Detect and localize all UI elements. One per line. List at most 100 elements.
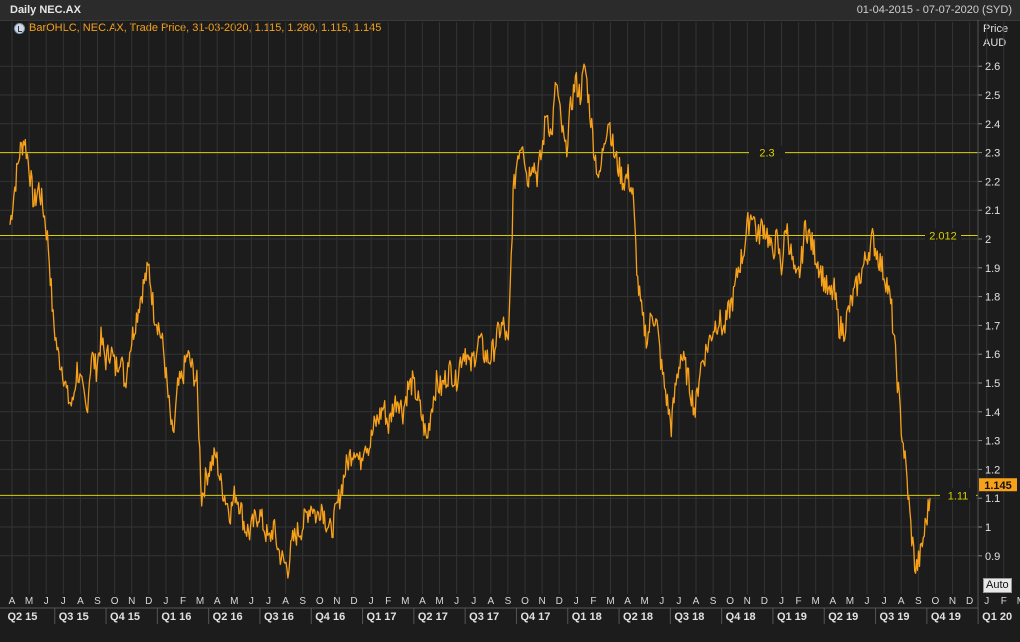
month-tick-label: M (812, 596, 820, 607)
month-tick-label: A (693, 596, 700, 607)
y-tick-label: 1.7 (985, 320, 1000, 332)
quarter-axis: Q2 15 Q3 15 Q4 15 Q1 16 Q2 16 Q3 16 Q4 16 Q1 17… (7, 608, 1012, 624)
month-tick-label: M (230, 596, 238, 607)
month-tick-label: D (761, 596, 768, 607)
level-lines: 2.3 2.012 1.11 (0, 145, 978, 502)
month-tick-label: A (829, 596, 836, 607)
month-tick-label: M (25, 596, 33, 607)
month-tick-label: J (266, 596, 271, 607)
level-label-bg (925, 228, 961, 242)
month-tick-label: S (505, 596, 512, 607)
y-tick-label: 1.3 (985, 436, 1000, 448)
month-tick-label: A (419, 596, 426, 607)
quarter-tick-label: Q4 17 (520, 611, 550, 623)
month-tick-label: O (316, 596, 324, 607)
quarter-tick-label: Q2 19 (828, 611, 858, 623)
y-axis-unit-line2: AUD (983, 37, 1007, 49)
quarter-tick-label: Q1 18 (572, 611, 602, 623)
quarter-tick-label: Q4 16 (315, 611, 345, 623)
month-tick-label: J (676, 596, 681, 607)
month-tick-label: N (744, 596, 751, 607)
y-tick-label: 2.5 (985, 90, 1000, 102)
series-legend[interactable]: BarOHLC, NEC.AX, Trade Price, 31-03-2020… (14, 22, 381, 34)
month-tick-label: J (779, 596, 784, 607)
month-tick-label: J (659, 596, 664, 607)
y-tick-label: 2.6 (985, 61, 1000, 73)
quarter-tick-label: Q3 17 (469, 611, 499, 623)
auto-scale-button[interactable]: Auto (983, 578, 1012, 593)
month-tick-label: N (538, 596, 545, 607)
title-bar: Daily NEC.AX 01-04-2015 - 07-07-2020 (SY… (0, 0, 1020, 21)
level-label-bg (749, 145, 785, 159)
quarter-tick-label: Q1 19 (777, 611, 807, 623)
month-tick-label: F (1001, 596, 1007, 607)
month-tick-label: N (128, 596, 135, 607)
level-label-bg (940, 488, 976, 502)
month-tick-label: J (574, 596, 579, 607)
horizontal-grid (0, 65, 978, 557)
series-settings-icon[interactable] (14, 22, 25, 34)
y-tick-label: 1.2 (985, 464, 1000, 476)
price-series-line (9, 63, 931, 579)
month-tick-label: F (796, 596, 802, 607)
y-tick-label: 1.5 (985, 378, 1000, 390)
month-tick-label: O (111, 596, 119, 607)
month-tick-label: D (966, 596, 973, 607)
chart-title: Daily NEC.AX (10, 4, 81, 16)
last-price-badge-bg (979, 478, 1017, 492)
series-legend-text: BarOHLC, NEC.AX, Trade Price, 31-03-2020… (29, 22, 382, 34)
level-label: 2.012 (929, 231, 957, 243)
quarter-tick-label: Q2 15 (7, 611, 37, 623)
month-tick-label: O (726, 596, 734, 607)
quarter-tick-label: Q2 17 (418, 611, 448, 623)
quarter-tick-label: Q3 15 (59, 611, 89, 623)
month-tick-label: M (641, 596, 649, 607)
month-tick-label: J (249, 596, 254, 607)
month-tick-label: A (77, 596, 84, 607)
y-tick-label: 2.2 (985, 176, 1000, 188)
y-tick-label: 2.3 (985, 148, 1000, 160)
y-tick-label: 0.9 (985, 551, 1000, 563)
quarter-tick-label: Q2 16 (213, 611, 243, 623)
month-tick-label: D (145, 596, 152, 607)
month-tick-label: D (556, 596, 563, 607)
month-tick-label: J (471, 596, 476, 607)
last-price-badge: 1.145 (979, 478, 1017, 492)
month-tick-label: M (1017, 596, 1020, 607)
month-tick-label: N (333, 596, 340, 607)
y-tick-label: 2 (985, 234, 991, 246)
quarter-tick-label: Q3 18 (674, 611, 704, 623)
month-tick-label: F (590, 596, 596, 607)
month-tick-label: J (454, 596, 459, 607)
y-tick-label: 1.8 (985, 292, 1000, 304)
y-axis-unit-line1: Price (983, 23, 1009, 35)
month-tick-label: F (385, 596, 391, 607)
quarter-tick-label: Q4 15 (110, 611, 140, 623)
month-tick-label: M (401, 596, 409, 607)
month-tick-label: F (180, 596, 186, 607)
month-tick-label: S (94, 596, 101, 607)
y-tick-label: 1.1 (985, 493, 1000, 505)
month-tick-label: J (61, 596, 66, 607)
quarter-tick-label: Q1 16 (161, 611, 191, 623)
month-tick-label: A (214, 596, 221, 607)
y-tick-label: 1 (985, 522, 991, 534)
month-tick-label: D (350, 596, 357, 607)
month-tick-label: M (606, 596, 614, 607)
month-tick-label: J (163, 596, 168, 607)
last-price-badge-text: 1.145 (984, 480, 1012, 492)
month-tick-label: A (487, 596, 494, 607)
month-tick-label: S (299, 596, 306, 607)
vertical-grid (11, 22, 1005, 594)
y-tick-label: 1.9 (985, 263, 1000, 275)
y-tick-label: 2.1 (985, 205, 1000, 217)
month-tick-label: J (882, 596, 887, 607)
quarter-tick-label: Q3 19 (880, 611, 910, 623)
quarter-tick-label: Q4 18 (726, 611, 756, 623)
month-tick-label: J (44, 596, 49, 607)
y-axis-unit: Price AUD (983, 22, 1008, 50)
month-tick-label: J (984, 596, 989, 607)
